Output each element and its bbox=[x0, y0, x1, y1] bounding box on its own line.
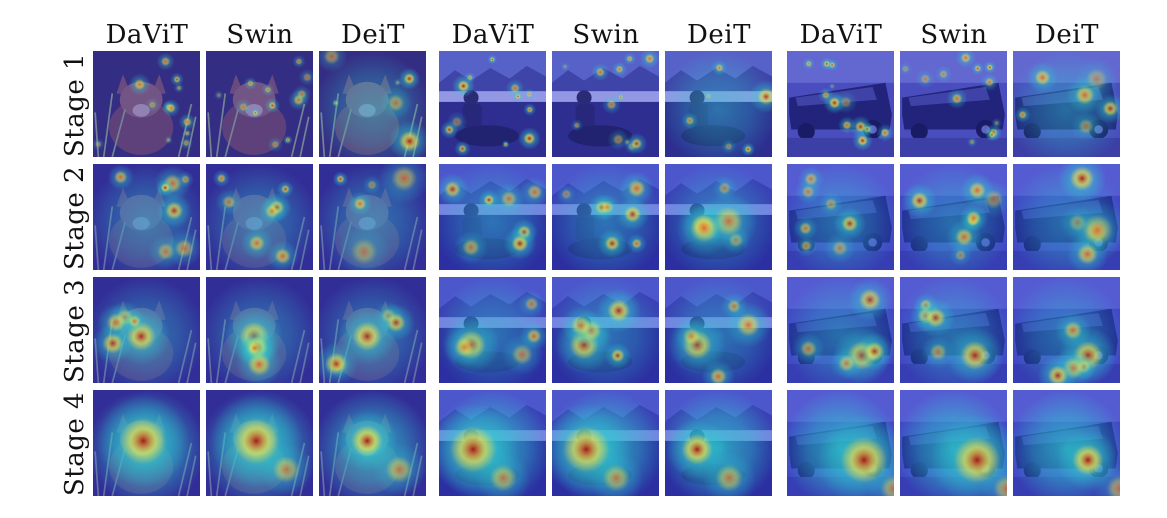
heatmap-tile-motorcycle-rider-swin-stage-4 bbox=[552, 390, 659, 496]
heatmap-tile-motorcycle-rider-davit-stage-4 bbox=[439, 390, 546, 496]
column-header-davit-fox: DaViT bbox=[105, 20, 189, 50]
heatmap-tile-motorcycle-rider-swin-stage-3 bbox=[552, 277, 659, 383]
heatmap-tile-fox-davit-stage-3 bbox=[93, 277, 200, 383]
heatmap-tile-motorcycle-rider-deit-stage-2 bbox=[665, 164, 772, 270]
heatmap-tile-motorcycle-rider-swin-stage-2 bbox=[552, 164, 659, 270]
row-label-text: Stage 1 bbox=[60, 52, 90, 158]
heatmap-tile-limousine-swin-stage-3 bbox=[900, 277, 1007, 383]
heatmap-tile-limousine-deit-stage-3 bbox=[1013, 277, 1120, 383]
column-header-deit-fox: DeiT bbox=[341, 20, 405, 50]
heatmap-tile-limousine-deit-stage-4 bbox=[1013, 390, 1120, 496]
heatmap-tile-fox-swin-stage-3 bbox=[206, 277, 313, 383]
heatmap-tile-fox-davit-stage-4 bbox=[93, 390, 200, 496]
heatmap-tile-limousine-davit-stage-4 bbox=[787, 390, 894, 496]
heatmap-tile-motorcycle-rider-davit-stage-3 bbox=[439, 277, 546, 383]
heatmap-tile-fox-deit-stage-1 bbox=[319, 51, 426, 157]
heatmap-tile-limousine-swin-stage-4 bbox=[900, 390, 1007, 496]
heatmap-tile-limousine-deit-stage-2 bbox=[1013, 164, 1120, 270]
heatmap-tile-fox-swin-stage-2 bbox=[206, 164, 313, 270]
heatmap-tile-limousine-swin-stage-2 bbox=[900, 164, 1007, 270]
heatmap-tile-motorcycle-rider-swin-stage-1 bbox=[552, 51, 659, 157]
heatmap-tile-fox-deit-stage-4 bbox=[319, 390, 426, 496]
heatmap-tile-motorcycle-rider-deit-stage-1 bbox=[665, 51, 772, 157]
heatmap-tile-fox-swin-stage-4 bbox=[206, 390, 313, 496]
heatmap-tile-limousine-davit-stage-2 bbox=[787, 164, 894, 270]
heatmap-tile-motorcycle-rider-davit-stage-2 bbox=[439, 164, 546, 270]
column-header-davit-car: DaViT bbox=[799, 20, 883, 50]
row-label-text: Stage 3 bbox=[60, 278, 90, 384]
heatmap-tile-fox-swin-stage-1 bbox=[206, 51, 313, 157]
heatmap-tile-fox-deit-stage-2 bbox=[319, 164, 426, 270]
heatmap-tile-limousine-davit-stage-1 bbox=[787, 51, 894, 157]
column-header-deit-moto: DeiT bbox=[687, 20, 751, 50]
column-header-davit-moto: DaViT bbox=[451, 20, 535, 50]
heatmap-tile-limousine-davit-stage-3 bbox=[787, 277, 894, 383]
column-header-swin-moto: Swin bbox=[572, 20, 640, 50]
heatmap-tile-fox-deit-stage-3 bbox=[319, 277, 426, 383]
heatmap-tile-motorcycle-rider-davit-stage-1 bbox=[439, 51, 546, 157]
column-header-deit-car: DeiT bbox=[1035, 20, 1099, 50]
heatmap-tile-limousine-deit-stage-1 bbox=[1013, 51, 1120, 157]
heatmap-tile-motorcycle-rider-deit-stage-3 bbox=[665, 277, 772, 383]
row-label-text: Stage 4 bbox=[60, 391, 90, 497]
heatmap-tile-limousine-swin-stage-1 bbox=[900, 51, 1007, 157]
heatmap-tile-motorcycle-rider-deit-stage-4 bbox=[665, 390, 772, 496]
column-header-swin-fox: Swin bbox=[226, 20, 294, 50]
row-label-text: Stage 2 bbox=[60, 165, 90, 271]
column-header-swin-car: Swin bbox=[920, 20, 988, 50]
heatmap-tile-fox-davit-stage-2 bbox=[93, 164, 200, 270]
heatmap-tile-fox-davit-stage-1 bbox=[93, 51, 200, 157]
